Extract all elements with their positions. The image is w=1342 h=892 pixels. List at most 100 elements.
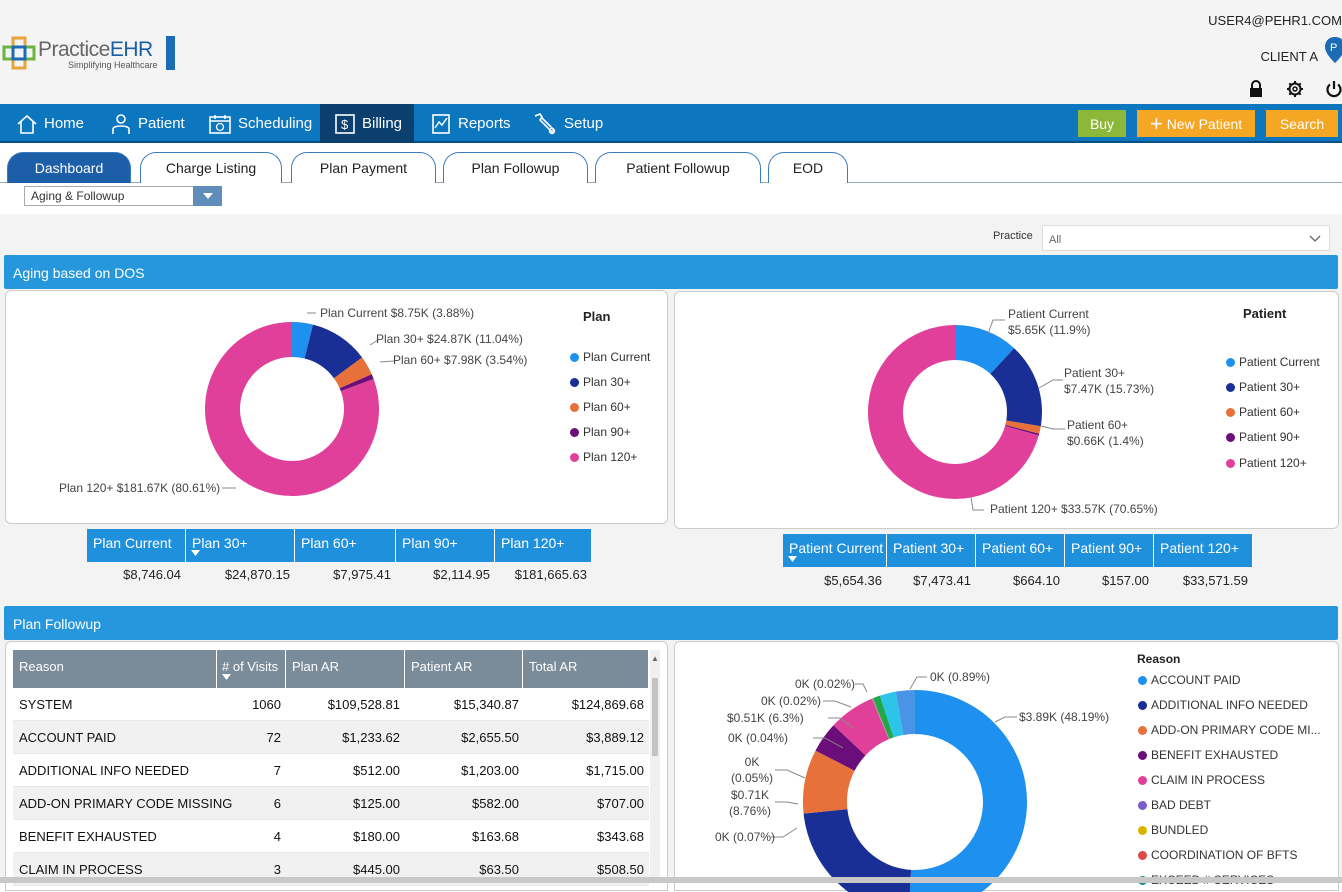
tab-eod[interactable]: EOD [768,152,848,183]
reason-donut-slice[interactable] [872,698,890,740]
reason-donut-slice[interactable] [833,698,889,756]
location-pin-icon[interactable]: P [1324,36,1342,64]
table-row[interactable]: ADD-ON PRIMARY CODE MISSING 6 $125.00 $582.… [13,787,649,820]
legend-patient-120[interactable]: Patient 120+ [1226,456,1307,470]
patient-current-label: Patient Current $5.65K (11.9%) [1008,306,1091,338]
plan-summary-header[interactable]: Plan 30+ [186,529,295,562]
tab-plan-payment[interactable]: Plan Payment [291,152,436,183]
plan-donut-slice[interactable] [339,374,374,392]
plan-donut-slice[interactable] [292,322,313,359]
buy-button[interactable]: Buy [1078,110,1126,137]
nav-patient[interactable]: Patient [104,104,191,143]
reason-donut-slice[interactable] [909,690,1027,892]
reason-donut-slice[interactable] [872,698,890,740]
column-header-total-ar[interactable]: Total AR [523,650,649,688]
reason-donut-slice[interactable] [872,698,890,740]
column-header-visits[interactable]: # of Visits [217,650,286,688]
reason-donut-slice[interactable] [895,690,915,736]
patient-summary-header[interactable]: Patient Current [783,534,887,567]
nav-scheduling[interactable]: Scheduling [202,104,318,143]
reason-donut-slice[interactable] [872,695,894,739]
plan-summary-header[interactable]: Plan 90+ [396,529,495,562]
legend-patient-30[interactable]: Patient 30+ [1226,380,1300,394]
plan-summary-header[interactable]: Plan 60+ [295,529,396,562]
column-header-reason[interactable]: Reason [13,650,217,688]
column-header-patient-ar[interactable]: Patient AR [405,650,523,688]
lock-icon[interactable] [1247,80,1265,98]
legend-reason-item[interactable]: COORDINATION OF BFTS [1138,848,1297,862]
legend-patient-current[interactable]: Patient Current [1226,355,1320,369]
legend-reason-item[interactable]: BUNDLED [1138,823,1208,837]
patient-summary-header[interactable]: Patient 60+ [976,534,1065,567]
new-patient-button[interactable]: + New Patient [1137,110,1255,137]
sort-down-icon [788,556,797,562]
plan-donut-slice[interactable] [333,357,372,389]
reason-donut-slice[interactable] [871,698,890,740]
scrollbar-thumb[interactable] [652,678,658,756]
reason-label-value: (8.76%) [728,804,772,818]
patient-summary-value: $33,571.59 [1182,573,1248,588]
legend-patient-90[interactable]: Patient 90+ [1226,430,1300,444]
plan-summary-header[interactable]: Plan 120+ [495,529,592,562]
legend-reason-item[interactable]: BENEFIT EXHAUSTED [1138,748,1278,762]
dropdown-toggle[interactable] [193,186,222,206]
patient-summary-header[interactable]: Patient 90+ [1065,534,1154,567]
reason-donut-slice[interactable] [879,691,904,738]
tab-dashboard[interactable]: Dashboard [7,152,131,183]
nav-billing[interactable]: $ Billing [320,104,414,143]
column-header-plan-ar[interactable]: Plan AR [286,650,405,688]
nav-home[interactable]: Home [10,104,90,143]
patient-donut-slice[interactable] [1005,420,1041,434]
practice-select[interactable]: All [1042,225,1330,251]
billing-tabs: Dashboard Charge Listing Plan Payment Pl… [0,149,1342,183]
legend-reason-item[interactable]: BAD DEBT [1138,798,1211,812]
plan-donut-slice[interactable] [304,324,363,379]
legend-reason-item[interactable]: ADD-ON PRIMARY CODE MI... [1138,723,1321,737]
practice-label: Practice [993,230,1033,242]
aging-section-header[interactable]: Aging based on DOS [4,255,1338,289]
practice-ehr-logo[interactable]: PracticeEHR Simplifying Healthcare [2,34,177,74]
legend-plan-60[interactable]: Plan 60+ [570,400,631,414]
horizontal-scrollbar[interactable] [0,877,1342,883]
patient-donut-slice[interactable] [1005,425,1040,436]
plan-followup-section-header[interactable]: Plan Followup [4,606,1338,640]
client-name[interactable]: CLIENT A [1260,49,1318,64]
legend-plan-30[interactable]: Plan 30+ [570,375,631,389]
table-cell: BENEFIT EXHAUSTED [19,829,157,844]
legend-label: Plan 30+ [583,375,631,389]
table-row[interactable]: BENEFIT EXHAUSTED 4 $180.00 $163.68 $343.68 [13,820,649,853]
power-icon[interactable] [1325,80,1342,98]
table-row[interactable]: ADDITIONAL INFO NEEDED 7 $512.00 $1,203.00 $… [13,754,649,787]
legend-patient-60[interactable]: Patient 60+ [1226,405,1300,419]
reason-donut-slice[interactable] [803,809,912,892]
search-button[interactable]: Search [1266,110,1338,137]
tab-plan-followup[interactable]: Plan Followup [443,152,588,183]
plan-donut-slice[interactable] [205,322,380,496]
dashboard-type-select[interactable]: Aging & Followup [24,186,222,206]
gear-icon[interactable] [1286,80,1304,98]
user-email[interactable]: USER4@PEHR1.COM [1208,13,1342,28]
table-cell: $1,233.62 [342,730,400,745]
patient-summary-header[interactable]: Patient 30+ [887,534,976,567]
reason-donut-slice[interactable] [815,725,866,771]
patient-donut-slice[interactable] [990,348,1042,427]
tab-patient-followup[interactable]: Patient Followup [595,152,761,183]
patient-donut-slice[interactable] [955,325,1015,374]
scroll-up-icon[interactable]: ▲ [651,654,659,663]
legend-reason-item[interactable]: CLAIM IN PROCESS [1138,773,1265,787]
patient-donut-slice[interactable] [868,325,1039,499]
plan-summary-header[interactable]: Plan Current [87,529,186,562]
nav-reports[interactable]: Reports [424,104,517,143]
reason-donut-slice[interactable] [803,750,855,814]
table-row[interactable]: SYSTEM 1060 $109,528.81 $15,340.87 $124,869.… [13,688,649,721]
legend-plan-120[interactable]: Plan 120+ [570,450,637,464]
nav-setup[interactable]: Setup [526,104,609,143]
legend-plan-90[interactable]: Plan 90+ [570,425,631,439]
tab-charge-listing[interactable]: Charge Listing [140,152,282,183]
patient-summary-header[interactable]: Patient 120+ [1154,534,1253,567]
legend-reason-item[interactable]: ADDITIONAL INFO NEEDED [1138,698,1308,712]
table-scrollbar[interactable]: ▲ [650,650,660,883]
legend-plan-current[interactable]: Plan Current [570,350,650,364]
table-row[interactable]: ACCOUNT PAID 72 $1,233.62 $2,655.50 $3,889.1… [13,721,649,754]
legend-reason-item[interactable]: ACCOUNT PAID [1138,673,1241,687]
